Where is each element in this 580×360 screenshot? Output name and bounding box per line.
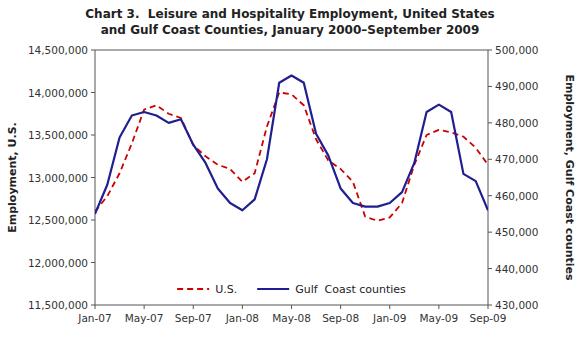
y-tick	[91, 305, 95, 306]
x-tick-label: May-08	[272, 312, 311, 324]
y2-axis-label: Employment, Gulf Coast counties	[563, 74, 576, 281]
y-tick	[91, 177, 95, 178]
x-tick-label: Jan-07	[77, 312, 111, 324]
y2-tick	[488, 305, 492, 306]
y-tick-label: 14,500,000	[28, 44, 88, 56]
x-tick	[389, 305, 390, 309]
y2-tick-label: 460,000	[495, 190, 538, 202]
y-tick-label: 13,000,000	[28, 172, 88, 184]
x-tick	[95, 305, 96, 309]
x-tick	[488, 305, 489, 309]
chart: Chart 3. Leisure and Hospitality Employm…	[0, 0, 580, 360]
y2-tick-label: 490,000	[495, 80, 538, 92]
y2-tick	[488, 86, 492, 87]
x-tick	[340, 305, 341, 309]
x-tick-label: May-07	[125, 312, 164, 324]
plot-lines	[95, 76, 488, 221]
x-tick	[291, 305, 292, 309]
x-tick-label: Jan-08	[225, 312, 259, 324]
x-tick-label: May-09	[420, 312, 459, 324]
series-line	[95, 76, 488, 214]
y2-tick	[488, 159, 492, 160]
y-axis-label: Employment, U.S.	[6, 122, 19, 233]
y-tick-label: 14,000,000	[28, 87, 88, 99]
legend-swatch	[177, 288, 209, 290]
plot-frame-top	[95, 50, 488, 51]
y-tick-label: 12,000,000	[28, 257, 88, 269]
y-tick	[91, 262, 95, 263]
x-tick-label: Sep-09	[470, 312, 507, 324]
y2-tick	[488, 50, 492, 51]
series-line	[95, 93, 488, 221]
legend-label: U.S.	[215, 283, 237, 296]
y2-tick-label: 440,000	[495, 263, 538, 275]
title: Chart 3. Leisure and Hospitality Employm…	[85, 7, 494, 21]
y2-axis-line	[488, 50, 489, 305]
y2-tick-label: 500,000	[495, 44, 538, 56]
y2-tick-label: 480,000	[495, 117, 538, 129]
y2-tick	[488, 122, 492, 123]
y-tick-label: 13,500,000	[28, 129, 88, 141]
y2-tick	[488, 195, 492, 196]
x-tick-label: Sep-07	[175, 312, 212, 324]
legend: U.S. Gulf Coast counties	[177, 283, 406, 296]
y2-tick-label: 430,000	[495, 299, 538, 311]
y-tick	[91, 135, 95, 136]
y2-tick	[488, 268, 492, 269]
x-tick	[242, 305, 243, 309]
x-tick	[193, 305, 194, 309]
x-tick	[438, 305, 439, 309]
x-tick-label: Sep-08	[322, 312, 359, 324]
y-tick	[91, 92, 95, 93]
y-tick	[91, 220, 95, 221]
y2-tick-label: 470,000	[495, 153, 538, 165]
y2-tick	[488, 232, 492, 233]
x-tick	[144, 305, 145, 309]
y-tick-label: 11,500,000	[28, 299, 88, 311]
y-tick-label: 12,500,000	[28, 214, 88, 226]
legend-label: Gulf Coast counties	[295, 283, 406, 296]
y-tick	[91, 50, 95, 51]
x-tick-label: Jan-09	[372, 312, 406, 324]
subtitle: and Gulf Coast Counties, January 2000–Se…	[101, 23, 480, 37]
legend-swatch	[257, 288, 289, 290]
y2-tick-label: 450,000	[495, 226, 538, 238]
